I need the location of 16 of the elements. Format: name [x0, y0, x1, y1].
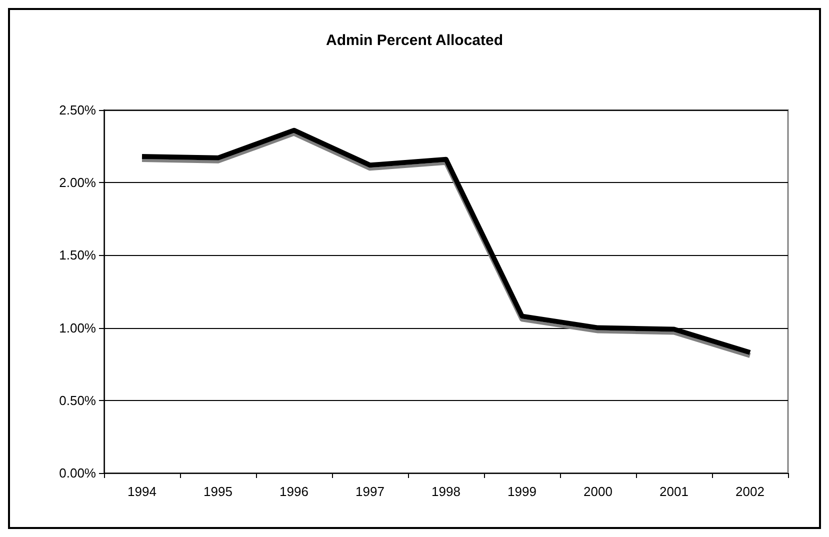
x-tick-label: 1997: [356, 484, 384, 499]
y-tick-label: 2.00%: [59, 175, 96, 190]
chart-title: Admin Percent Allocated: [326, 32, 503, 49]
y-tick-label: 0.50%: [59, 392, 96, 408]
y-tick-label: 1.00%: [59, 320, 96, 336]
x-tick-label: 2001: [660, 484, 688, 499]
x-tick-label: 1995: [204, 484, 232, 499]
x-tick-label: 1996: [280, 484, 308, 499]
x-tick-label: 2000: [584, 484, 612, 499]
x-tick-label: 1999: [508, 484, 536, 499]
y-tick-label: 2.50%: [59, 102, 96, 118]
x-tick-label: 1994: [128, 484, 156, 499]
y-tick-label: 1.50%: [59, 248, 96, 263]
x-tick-label: 1998: [432, 484, 460, 499]
y-tick-label: 0.00%: [59, 466, 96, 480]
x-tick-label: 2002: [736, 484, 764, 499]
